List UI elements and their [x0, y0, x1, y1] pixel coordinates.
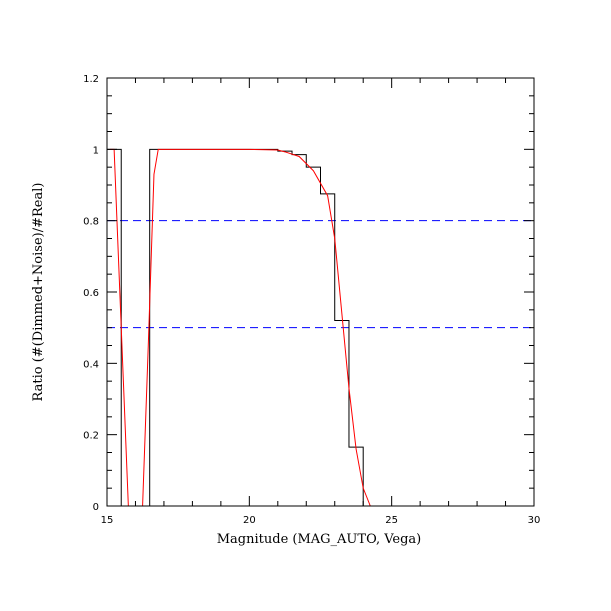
y-tick-label: 1.2: [83, 74, 99, 85]
x-tick-label: 25: [385, 515, 398, 526]
x-axis-title: Magnitude (MAG_AUTO, Vega): [217, 532, 422, 547]
x-tick-label: 20: [243, 515, 256, 526]
axes: [106, 77, 535, 507]
reference-lines: [107, 220, 534, 329]
y-tick-label: 0: [93, 502, 99, 513]
y-tick-label: 0.8: [83, 217, 99, 228]
y-tick-label: 1: [93, 145, 99, 156]
x-tick-label: 15: [101, 515, 114, 526]
x-tick-label: 30: [528, 515, 541, 526]
tick-labels: 15 20 25 30 0 0.2 0.4 0.6 0.8 1 1.2: [83, 74, 540, 526]
y-tick-label: 0.6: [83, 288, 99, 299]
y-tick-label: 0.4: [83, 359, 99, 370]
y-axis-title: Ratio (#(Dimmed+Noise)/#Real): [31, 183, 46, 402]
y-tick-label: 0.2: [83, 431, 99, 442]
